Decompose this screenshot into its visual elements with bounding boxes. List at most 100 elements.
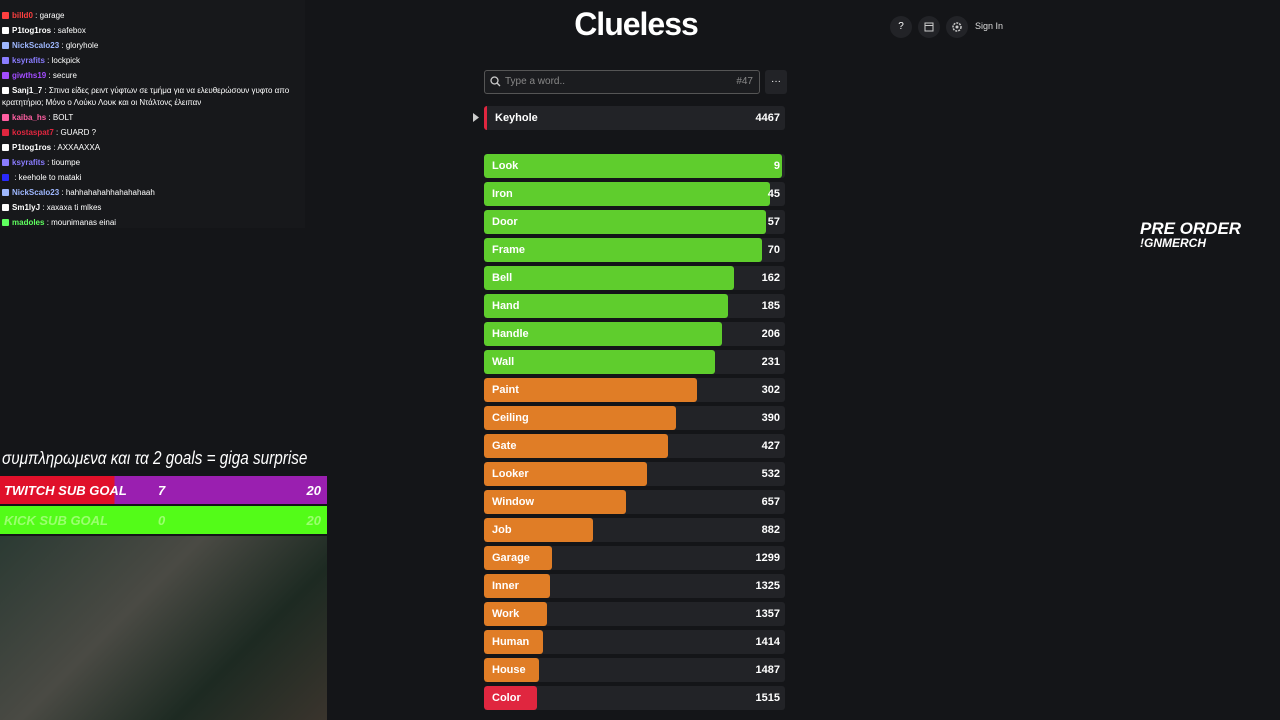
chat-message: billd0 : garage	[2, 10, 302, 22]
settings-button[interactable]	[946, 16, 968, 38]
rank-bar	[484, 182, 771, 206]
chat-text: tioumpe	[51, 158, 81, 167]
guess-word: Color	[492, 692, 521, 704]
guess-rank: 882	[761, 524, 780, 536]
goal-target: 20	[306, 483, 321, 498]
game-title: Clueless	[574, 6, 699, 42]
chat-user: NickScalo23	[12, 188, 60, 197]
badge	[2, 219, 9, 226]
chat-text: xaxaxa ti mlkes	[46, 203, 102, 212]
guess-word: Iron	[492, 188, 513, 200]
chat-user: NickScalo23	[12, 41, 60, 50]
guess-word: Hand	[492, 300, 520, 312]
chat-text: mounimanas einai	[51, 218, 117, 227]
guess-rank: 1325	[755, 580, 780, 592]
badge	[2, 159, 9, 166]
overlay-caption: συμπληρωμενα και τα 2 goals = giga surpr…	[2, 448, 308, 468]
guess-row: Inner 1325	[484, 574, 785, 598]
badge	[2, 114, 9, 121]
chat-text: BOLT	[52, 113, 74, 122]
chat-text: keehole to mataki	[18, 173, 82, 182]
goal-label: TWITCH SUB GOAL	[4, 483, 127, 498]
guess-word: Job	[492, 524, 512, 536]
chat-text: AXXAAXXA	[57, 143, 101, 152]
chat-text: hahhahahahhahahahaah	[65, 188, 155, 197]
guess-word: Bell	[492, 272, 513, 284]
guess-row: Frame 70	[484, 238, 785, 262]
rank-bar	[484, 210, 767, 234]
current-guess: Keyhole 4467	[484, 106, 785, 130]
guess-rank: 162	[761, 272, 780, 284]
guess-rank: 70	[767, 244, 780, 256]
badge	[2, 204, 9, 211]
rank-bar	[484, 602, 548, 626]
guess-rank: 185	[761, 300, 780, 312]
rank-bar	[484, 490, 626, 514]
guess-row: Handle 206	[484, 322, 785, 346]
search-icon	[490, 76, 501, 87]
guess-row: Garage 1299	[484, 546, 785, 570]
guess-word: Work	[492, 608, 520, 620]
placeholder: Type a word..	[505, 76, 566, 87]
chat-message: madoles : mounimanas einai	[2, 217, 302, 228]
guess-word: Handle	[492, 328, 529, 340]
sub-goal: KICK SUB GOAL 0 20	[0, 506, 327, 534]
guess-rank: 1414	[755, 636, 780, 648]
chat-text: lockpick	[51, 56, 81, 65]
badge	[2, 12, 9, 19]
word-input[interactable]: Type a word.. #47	[484, 70, 760, 94]
webcam	[0, 536, 327, 720]
calendar-button[interactable]	[918, 16, 940, 38]
chat-panel: billd0 : garage P1tog1ros : safebox NickSc…	[0, 0, 305, 228]
guess-rank: 206	[761, 328, 780, 340]
guess-row: Iron 45	[484, 182, 785, 206]
chat-user: P1tog1ros	[12, 26, 52, 35]
guess-word: Inner	[492, 580, 519, 592]
badge	[2, 174, 9, 181]
chat-user: ksyrafits	[12, 56, 45, 65]
guess-rank: 532	[761, 468, 780, 480]
badge	[2, 87, 9, 94]
chat-user: Sm1lyJ	[12, 203, 41, 212]
chat-text: secure	[52, 71, 77, 80]
chat-message: Sanj1_7 : Σπινα είδες ρειντ γύφτων σε τμ…	[2, 86, 290, 107]
badge	[2, 27, 9, 34]
chat-message: ksyrafits : lockpick	[2, 55, 302, 67]
menu-button[interactable]: ···	[765, 70, 787, 94]
chat-message: kostaspat7 : GUARD ?	[2, 127, 302, 139]
chat-user: giwths19	[12, 71, 47, 80]
help-button[interactable]: ?	[890, 16, 912, 38]
goal-current: 0	[158, 513, 166, 528]
rank-bar	[484, 238, 763, 262]
badge	[2, 189, 9, 196]
rank-bar	[484, 434, 669, 458]
chat-text: safebox	[57, 26, 86, 35]
guess-row: Door 57	[484, 210, 785, 234]
guess-rank: 4467	[755, 112, 780, 124]
chat-text: Σπινα είδες ρειντ γύφτων σε τμήμα για να…	[2, 86, 290, 107]
guess-row: Color 1515	[484, 686, 785, 710]
rank-bar	[484, 350, 716, 374]
rank-bar	[484, 378, 697, 402]
chat-message: P1tog1ros : safebox	[2, 25, 302, 37]
sign-in[interactable]: Sign In	[975, 21, 1004, 31]
chat-text: GUARD ?	[60, 128, 97, 137]
chat-user: madoles	[12, 218, 45, 227]
chat-user: Sanj1_7	[12, 86, 43, 95]
guess-row: Bell 162	[484, 266, 785, 290]
guess-rank: 57	[767, 216, 780, 228]
rank-bar	[484, 658, 539, 682]
guess-word: Paint	[492, 384, 519, 396]
guess-rank: 302	[761, 384, 780, 396]
chat-message: giwths19 : secure	[2, 70, 302, 82]
guess-rank: 1515	[755, 692, 780, 704]
chat-user: billd0	[12, 11, 33, 20]
goal-target: 20	[306, 513, 321, 528]
guess-row: House 1487	[484, 658, 785, 682]
guess-word: Gate	[492, 440, 517, 452]
guess-word: House	[492, 664, 526, 676]
sub-goal: TWITCH SUB GOAL 7 20	[0, 476, 327, 504]
badge	[2, 129, 9, 136]
chat-text: garage	[39, 11, 65, 20]
guess-rank: 390	[761, 412, 780, 424]
